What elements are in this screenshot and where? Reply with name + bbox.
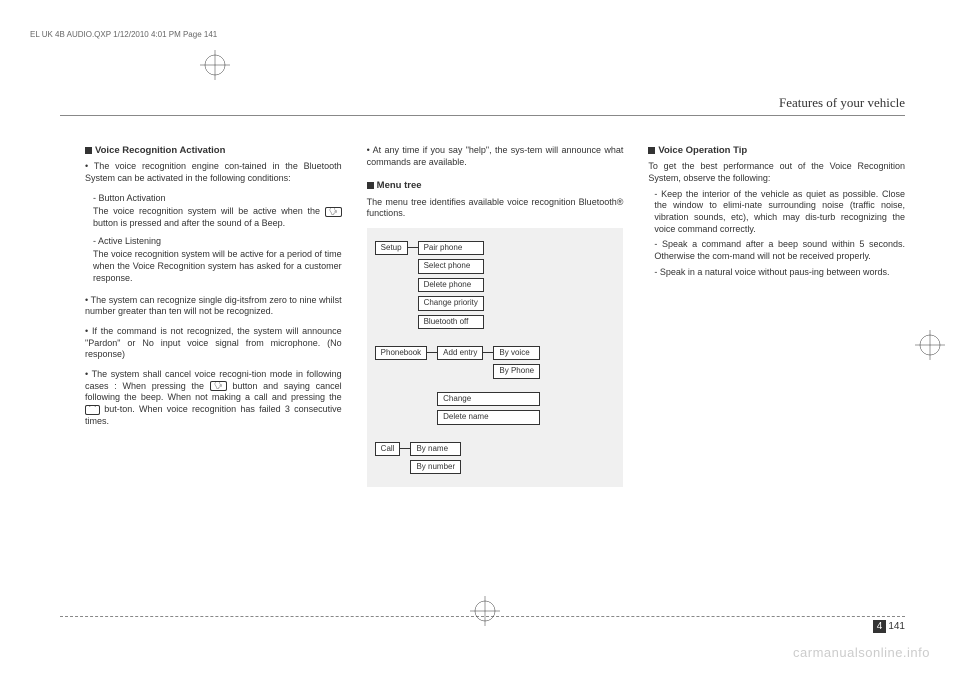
bullet: • The voice recognition engine con-taine… <box>85 161 342 184</box>
tree-node: Pair phone <box>418 241 484 255</box>
tree-node: Call <box>375 442 401 456</box>
text-part: button is pressed and after the sound of… <box>93 218 285 228</box>
tree-children: By name By number <box>410 441 461 476</box>
crop-mark-right <box>915 330 945 362</box>
sub-text: The voice recognition system will be act… <box>93 206 342 229</box>
title-rule <box>60 115 905 116</box>
connector <box>400 448 410 449</box>
tree-children: Pair phone Select phone Delete phone Cha… <box>418 240 484 330</box>
tree-node: Bluetooth off <box>418 315 484 329</box>
bullet-text: If the command is not recognized, the sy… <box>85 326 342 359</box>
menu-tree-box: Setup Pair phone Select phone Delete pho… <box>367 228 624 487</box>
bullet: • At any time if you say "help", the sys… <box>367 145 624 168</box>
heading-text: Voice Operation Tip <box>658 145 747 156</box>
page-number: 141 <box>888 621 905 632</box>
square-icon <box>648 147 655 154</box>
tree-node: By Phone <box>493 364 540 378</box>
tree-row-phonebook: Phonebook Add entry By voice By Phone Ch… <box>375 345 616 426</box>
sub-heading: - Button Activation <box>93 193 342 205</box>
tree-children: Add entry By voice By Phone Change Delet… <box>437 345 540 426</box>
talk-icon: 🗣 <box>325 207 342 217</box>
text-part: The voice recognition system will be act… <box>93 206 325 216</box>
chapter-number: 4 <box>873 620 887 633</box>
bullet-text: The system can recognize single dig-itsf… <box>85 295 342 317</box>
heading-menu-tree: Menu tree <box>367 180 624 192</box>
tree-node: Delete phone <box>418 278 484 292</box>
tree-row-call: Call By name By number <box>375 441 616 476</box>
square-icon <box>85 147 92 154</box>
bullet-text: At any time if you say "help", the sys-t… <box>367 145 624 167</box>
heading-voice-tip: Voice Operation Tip <box>648 145 905 157</box>
bullet-text: The voice recognition engine con-tained … <box>85 161 342 183</box>
tree-node: Setup <box>375 241 408 255</box>
tree-node: Select phone <box>418 259 484 273</box>
connector <box>483 352 493 353</box>
column-2: • At any time if you say "help", the sys… <box>367 145 624 487</box>
print-header: EL UK 4B AUDIO.QXP 1/12/2010 4:01 PM Pag… <box>30 30 217 39</box>
section-title: Features of your vehicle <box>779 95 905 111</box>
tree-node: Delete name <box>437 410 540 424</box>
heading-text: Voice Recognition Activation <box>95 145 225 156</box>
content-area: Voice Recognition Activation • The voice… <box>85 145 905 487</box>
bullet: • The system can recognize single dig-it… <box>85 295 342 318</box>
talk-icon: 🗣 <box>210 381 227 391</box>
end-icon: ⌒ <box>85 405 100 415</box>
sub-text: The voice recognition system will be act… <box>93 249 342 284</box>
watermark: carmanualsonline.info <box>793 645 930 660</box>
paragraph: The menu tree identifies available voice… <box>367 197 624 220</box>
column-3: Voice Operation Tip To get the best perf… <box>648 145 905 487</box>
paragraph: To get the best performance out of the V… <box>648 161 905 184</box>
tree-node: Add entry <box>437 346 483 360</box>
sub-heading: - Active Listening <box>93 236 342 248</box>
tree-node: Change priority <box>418 296 484 310</box>
heading-text: Menu tree <box>377 180 422 191</box>
bullet: • If the command is not recognized, the … <box>85 326 342 361</box>
bullet: • The system shall cancel voice recogni-… <box>85 369 342 427</box>
tree-node: Phonebook <box>375 346 427 360</box>
square-icon <box>367 182 374 189</box>
connector <box>408 247 418 248</box>
text-part: but-ton. When voice recognition has fail… <box>85 404 342 426</box>
list-item: - Keep the interior of the vehicle as qu… <box>648 189 905 236</box>
tree-row-setup: Setup Pair phone Select phone Delete pho… <box>375 240 616 330</box>
tree-node: By name <box>410 442 461 456</box>
tree-sub: Add entry By voice By Phone <box>437 345 540 380</box>
list-item: - Speak a command after a beep sound wit… <box>648 239 905 262</box>
tree-node: By voice <box>493 346 540 360</box>
tree-node: By number <box>410 460 461 474</box>
tree-node: Change <box>437 392 540 406</box>
heading-voice-recognition: Voice Recognition Activation <box>85 145 342 157</box>
column-1: Voice Recognition Activation • The voice… <box>85 145 342 487</box>
list-item: - Speak in a natural voice without paus-… <box>648 267 905 279</box>
crop-mark-bottom <box>470 596 500 628</box>
crop-mark-top <box>200 50 230 82</box>
connector <box>427 352 437 353</box>
tree-children: By voice By Phone <box>493 345 540 380</box>
